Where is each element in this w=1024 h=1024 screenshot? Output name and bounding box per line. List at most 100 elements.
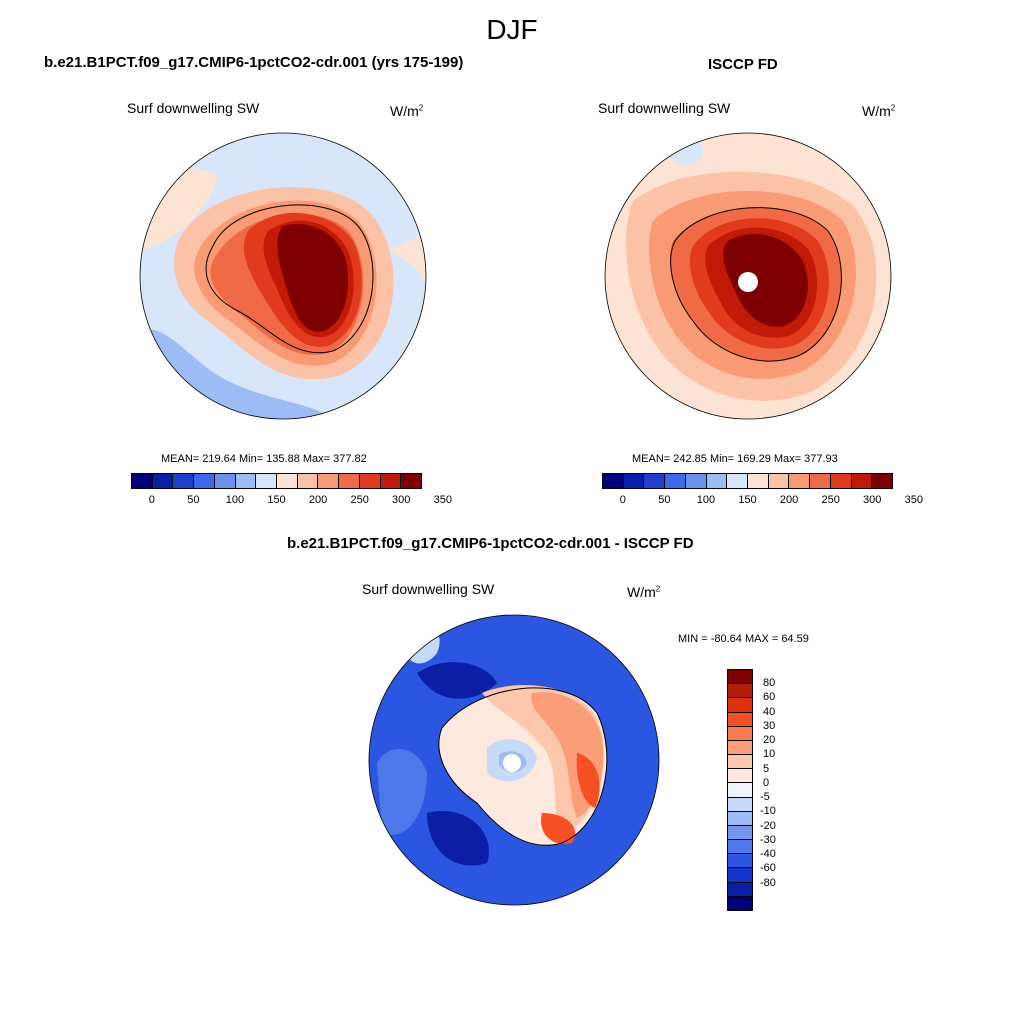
colorbar-tick-label: 20 <box>763 734 776 747</box>
panel1-map-border <box>139 132 427 420</box>
colorbar-swatch <box>727 474 749 488</box>
colorbar-tick-label: -5 <box>760 791 770 804</box>
colorbar-tick-label: 250 <box>350 494 369 506</box>
panel3-variable-label: Surf downwelling SW <box>362 581 495 597</box>
colorbar-swatch <box>728 670 752 685</box>
colorbar-swatch <box>623 474 645 488</box>
colorbar-tick-label: 100 <box>696 494 716 506</box>
colorbar-swatch <box>380 474 402 488</box>
colorbar-tick-label: 350 <box>433 494 452 506</box>
colorbar-tick-label: 0 <box>148 494 155 506</box>
colorbar-swatch <box>339 474 360 488</box>
colorbar-swatch <box>728 726 752 741</box>
colorbar-tick-label: -80 <box>760 876 776 889</box>
panel2-colorbar-ticks: 0 50 100 150 200 250 300 350 <box>602 494 923 508</box>
colorbar-tick-label: 350 <box>904 494 923 506</box>
panel3-colorbar <box>727 669 753 911</box>
colorbar-tick-label: 150 <box>738 494 757 506</box>
panel3-map-border <box>368 614 660 906</box>
colorbar-tick-label: 0 <box>619 494 626 506</box>
colorbar-swatch <box>768 474 790 488</box>
colorbar-swatch <box>728 712 752 727</box>
panel1-variable-label: Surf downwelling SW <box>127 100 260 116</box>
colorbar-swatch <box>173 474 195 488</box>
colorbar-swatch <box>706 474 728 488</box>
colorbar-swatch <box>728 840 752 855</box>
colorbar-swatch <box>728 684 752 699</box>
panel3-positive-peak <box>576 753 600 808</box>
colorbar-swatch <box>297 474 319 488</box>
panel3-antarctica-coastline <box>438 687 608 846</box>
colorbar-tick-label: 60 <box>763 691 776 704</box>
panel1-polar-map <box>139 132 427 420</box>
colorbar-swatch <box>644 474 666 488</box>
colorbar-swatch <box>256 474 278 488</box>
colorbar-tick-label: 10 <box>763 748 776 761</box>
colorbar-swatch <box>872 474 893 488</box>
colorbar-tick-label: 40 <box>763 705 776 718</box>
colorbar-swatch <box>401 474 422 488</box>
colorbar-tick-label: 250 <box>821 494 840 506</box>
colorbar-swatch <box>728 797 752 812</box>
panel1-pale-region-east <box>388 231 426 301</box>
colorbar-tick-label: -60 <box>760 862 776 875</box>
colorbar-swatch <box>194 474 215 488</box>
colorbar-tick-label: 0 <box>763 776 770 789</box>
colorbar-swatch <box>748 474 769 488</box>
colorbar-tick-label: 150 <box>267 494 286 506</box>
colorbar-swatch <box>810 474 831 488</box>
colorbar-swatch <box>728 755 752 770</box>
colorbar-tick-label: 200 <box>308 494 328 506</box>
colorbar-tick-label: -40 <box>760 848 776 861</box>
panel3-units-label: W/m2 <box>627 584 661 600</box>
panel2-colorbar <box>602 473 893 489</box>
colorbar-swatch <box>728 896 752 910</box>
colorbar-swatch <box>851 474 873 488</box>
colorbar-swatch <box>665 474 686 488</box>
colorbar-tick-label: 5 <box>763 762 770 775</box>
panel1-peak-region <box>277 224 349 332</box>
colorbar-swatch <box>603 474 624 488</box>
panel3-positive-peak-south <box>541 813 576 844</box>
colorbar-tick-label: -20 <box>760 819 776 832</box>
colorbar-swatch <box>728 811 752 826</box>
panel1-title: b.e21.B1PCT.f09_g17.CMIP6-1pctCO2-cdr.00… <box>44 54 464 71</box>
panel1-colorbar-ticks: 0 50 100 150 200 250 300 350 <box>131 494 452 508</box>
colorbar-tick-label: 100 <box>225 494 245 506</box>
colorbar-swatch <box>728 854 752 869</box>
colorbar-tick-label: 80 <box>763 677 776 690</box>
colorbar-tick-label: 300 <box>863 494 882 506</box>
figure-title: DJF <box>486 14 538 45</box>
colorbar-swatch <box>214 474 236 488</box>
colorbar-swatch <box>728 882 752 897</box>
colorbar-swatch <box>152 474 174 488</box>
colorbar-swatch <box>728 825 752 841</box>
colorbar-swatch <box>728 868 752 883</box>
colorbar-swatch <box>789 474 811 488</box>
colorbar-swatch <box>277 474 298 488</box>
colorbar-tick-label: 300 <box>392 494 411 506</box>
colorbar-swatch <box>235 474 257 488</box>
colorbar-tick-label: 50 <box>658 494 671 506</box>
panel3-title: b.e21.B1PCT.f09_g17.CMIP6-1pctCO2-cdr.00… <box>287 535 694 552</box>
colorbar-tick-label: 50 <box>187 494 200 506</box>
panel1-antarctica-coastline <box>205 204 374 354</box>
colorbar-tick-label: -30 <box>760 833 776 846</box>
panel2-antarctica-coastline <box>670 207 842 362</box>
colorbar-swatch <box>728 769 752 784</box>
colorbar-swatch <box>359 474 381 488</box>
colorbar-swatch <box>728 783 752 798</box>
panel3-stats: MIN = -80.64 MAX = 64.59 <box>678 633 809 645</box>
panel1-colorbar <box>131 473 422 489</box>
panel3-dark-patch-north <box>417 662 497 699</box>
colorbar-swatch <box>318 474 340 488</box>
colorbar-swatch <box>830 474 852 488</box>
panel3-dark-patch-south <box>427 811 489 866</box>
colorbar-tick-label: 30 <box>763 719 776 732</box>
colorbar-tick-label: 200 <box>779 494 799 506</box>
panel2-polar-map <box>604 132 892 420</box>
panel2-peak-region <box>723 233 808 327</box>
panel2-stats: MEAN= 242.85 Min= 169.29 Max= 377.93 <box>632 453 838 465</box>
panel3-light-patch-west <box>377 749 427 835</box>
panel1-units-label: W/m2 <box>390 103 424 119</box>
